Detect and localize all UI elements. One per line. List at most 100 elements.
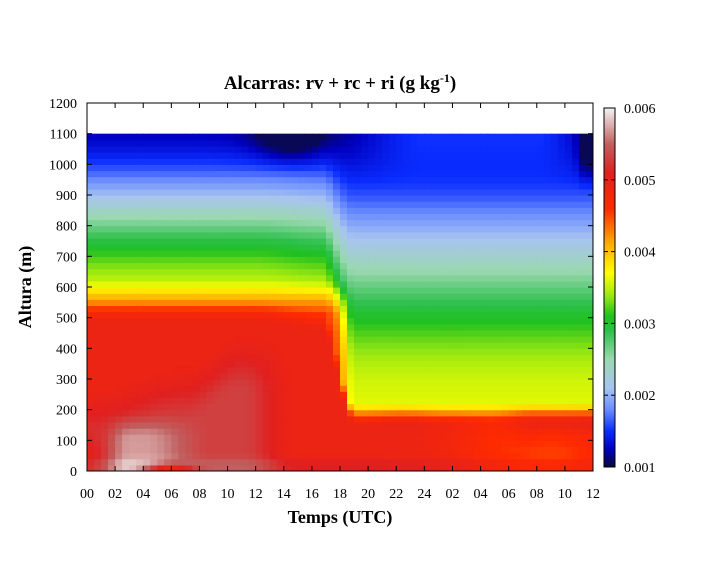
heatmap-cell: [368, 342, 376, 349]
heatmap-cell: [297, 133, 306, 141]
heatmap-cell: [325, 170, 334, 178]
heatmap-cell: [445, 360, 454, 368]
heatmap-cell: [466, 385, 475, 392]
heatmap-cell: [325, 262, 334, 270]
heatmap-cell: [150, 391, 158, 398]
heatmap-cell: [304, 458, 313, 466]
heatmap-cell: [213, 311, 222, 319]
heatmap-cell: [543, 446, 552, 454]
heatmap-cell: [325, 299, 334, 306]
heatmap-cell: [543, 440, 552, 448]
heatmap-cell: [487, 244, 496, 251]
heatmap-cell: [220, 428, 229, 435]
heatmap-cell: [571, 256, 580, 264]
heatmap-cell: [206, 293, 215, 300]
heatmap-cell: [297, 280, 306, 288]
heatmap-cell: [501, 446, 510, 454]
heatmap-cell: [564, 415, 573, 423]
heatmap-cell: [220, 379, 229, 386]
heatmap-cell: [564, 182, 573, 190]
heatmap-cell: [536, 464, 545, 471]
heatmap-cell: [564, 428, 573, 435]
heatmap-cell: [269, 256, 278, 264]
heatmap-cell: [157, 188, 165, 196]
heatmap-cell: [157, 317, 165, 325]
heatmap-cell: [318, 256, 327, 264]
heatmap-cell: [171, 188, 179, 196]
heatmap-cell: [438, 201, 447, 208]
heatmap-cell: [157, 213, 165, 221]
heatmap-cell: [480, 446, 489, 454]
heatmap-cell: [213, 280, 222, 288]
heatmap-cell: [515, 464, 524, 471]
heatmap-cell: [438, 170, 447, 178]
heatmap-cell: [487, 176, 496, 184]
heatmap-cell: [108, 145, 116, 153]
heatmap-cell: [332, 397, 341, 405]
heatmap-cell: [375, 225, 383, 233]
heatmap-cell: [445, 195, 454, 202]
heatmap-cell: [361, 201, 369, 208]
heatmap-cell: [410, 133, 418, 141]
heatmap-cell: [494, 287, 503, 294]
heatmap-cell: [164, 225, 172, 233]
heatmap-cell: [543, 225, 552, 233]
heatmap-cell: [220, 348, 229, 356]
heatmap-cell: [108, 391, 116, 398]
heatmap-cell: [290, 182, 299, 190]
heatmap-cell: [206, 299, 215, 306]
heatmap-cell: [150, 182, 158, 190]
heatmap-cell: [375, 201, 383, 208]
heatmap-cell: [585, 133, 593, 141]
heatmap-cell: [564, 231, 573, 239]
heatmap-cell: [508, 385, 517, 392]
heatmap-cell: [347, 274, 355, 282]
heatmap-cell: [94, 391, 102, 398]
heatmap-cell: [417, 145, 425, 153]
heatmap-cell: [459, 446, 468, 454]
heatmap-cell: [571, 195, 580, 202]
heatmap-cell: [227, 428, 236, 435]
heatmap-cell: [185, 458, 194, 466]
heatmap-cell: [150, 262, 158, 270]
heatmap-cell: [494, 336, 503, 343]
heatmap-cell: [361, 446, 369, 454]
heatmap-cell: [410, 152, 418, 159]
heatmap-cell: [340, 379, 348, 386]
heatmap-cell: [452, 244, 461, 251]
heatmap-cell: [94, 213, 102, 221]
heatmap-cell: [108, 323, 116, 331]
heatmap-cell: [543, 256, 552, 264]
heatmap-cell: [417, 244, 425, 251]
heatmap-cell: [459, 164, 468, 172]
heatmap-cell: [417, 299, 425, 306]
heatmap-cell: [290, 391, 299, 398]
heatmap-cell: [332, 164, 341, 172]
heatmap-cell: [473, 348, 482, 356]
heatmap-cell: [101, 213, 109, 221]
heatmap-cell: [171, 305, 179, 313]
heatmap-cell: [487, 152, 496, 159]
heatmap-cell: [557, 164, 566, 172]
heatmap-cell: [94, 415, 102, 423]
heatmap-cell: [550, 213, 559, 221]
heatmap-cell: [297, 366, 306, 374]
heatmap-cell: [206, 434, 215, 441]
heatmap-cell: [255, 188, 264, 196]
heatmap-cell: [347, 231, 355, 239]
heatmap-cell: [185, 452, 194, 460]
heatmap-cell: [248, 323, 257, 331]
heatmap-cell: [129, 274, 137, 282]
heatmap-cell: [262, 244, 271, 251]
heatmap-cell: [136, 213, 144, 221]
heatmap-cell: [487, 372, 496, 380]
heatmap-cell: [241, 391, 250, 398]
heatmap-cell: [368, 336, 376, 343]
heatmap-cell: [213, 158, 222, 165]
heatmap-cell: [276, 195, 285, 202]
heatmap-cell: [375, 152, 383, 159]
heatmap-cell: [157, 176, 165, 184]
heatmap-cell: [150, 311, 158, 319]
heatmap-cell: [375, 299, 383, 306]
heatmap-cell: [234, 164, 243, 172]
